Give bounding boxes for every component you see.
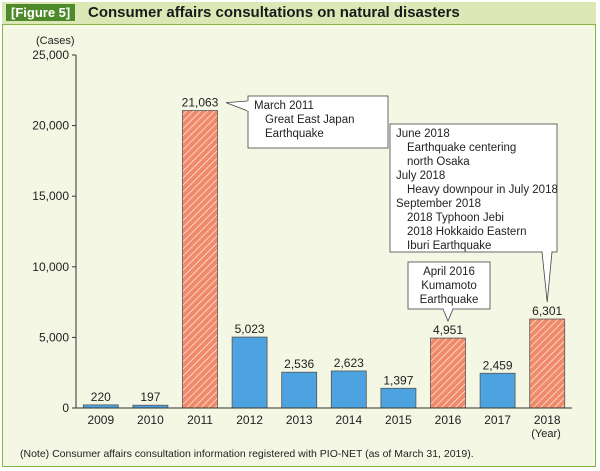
value-label-2009: 220 (91, 390, 111, 404)
annotation-2018: June 2018 Earthquake centering north Osaka… (389, 123, 558, 303)
value-label-2015: 1,397 (383, 373, 413, 387)
x-tick-label-2015: 2015 (385, 413, 412, 427)
value-label-2016: 4,951 (433, 323, 463, 337)
title-bar (2, 2, 596, 25)
x-tick-label-2016: 2016 (435, 413, 462, 427)
callout-line: Kumamoto (421, 280, 477, 292)
x-tick-label-2013: 2013 (286, 413, 313, 427)
bar-2018 (529, 318, 566, 409)
callout-line: Earthquake (420, 294, 479, 306)
y-tick-label: 25,000 (32, 48, 69, 62)
value-label-2017: 2,459 (483, 358, 513, 372)
callout-line: Earthquake (265, 128, 324, 140)
y-tick-label: 0 (62, 401, 69, 415)
value-label-2010: 197 (140, 390, 160, 404)
bar-2015 (380, 387, 417, 409)
callout-line: April 2016 (423, 266, 475, 278)
value-label-2011: 21,063 (182, 96, 219, 110)
callout-line: June 2018 (396, 128, 450, 140)
value-label-2013: 2,536 (284, 357, 314, 371)
figure-title: Consumer affairs consultations on natura… (88, 4, 460, 21)
callout-line: Earthquake centering (407, 142, 516, 154)
bar-2017 (479, 372, 516, 409)
callout-line: 2018 Typhoon Jebi (407, 212, 504, 224)
bar-2013 (281, 371, 318, 409)
x-axis: 2009 2010 2011 2012 2013 2014 2015 2016 2017 2018 (76, 407, 572, 427)
callout-box (407, 261, 491, 310)
x-tick-label-2012: 2012 (236, 413, 263, 427)
callout-line: Great East Japan (265, 114, 355, 126)
bar-2014 (330, 370, 367, 409)
callout-line: Heavy downpour in July 2018 (407, 184, 558, 196)
x-tick-label-2018: 2018 (534, 413, 561, 427)
bar-2012 (231, 336, 268, 409)
value-label-2014: 2,623 (334, 356, 364, 370)
y-tick-label: 5,000 (39, 330, 69, 344)
bar-2016 (430, 337, 466, 409)
callout-pointer (442, 308, 454, 323)
x-tick-label-2017: 2017 (484, 413, 511, 427)
x-tick-label-2011: 2011 (187, 413, 213, 427)
x-tick-label-2010: 2010 (137, 413, 164, 427)
annotation-2011: March 2011 Great East Japan Earthquake (225, 95, 389, 149)
bar-2011 (182, 110, 218, 409)
callout-line: September 2018 (396, 198, 481, 210)
callout-line: July 2018 (396, 170, 445, 182)
x-axis-label: (Year) (531, 428, 561, 440)
value-label-2018: 6,301 (532, 304, 562, 318)
x-tick-label-2009: 2009 (87, 413, 114, 427)
callout-line: north Osaka (407, 156, 470, 168)
x-tick-label-2014: 2014 (335, 413, 362, 427)
figure-label: [Figure 5] (6, 4, 76, 21)
callout-line: 2018 Hokkaido Eastern (407, 226, 527, 238)
y-tick-label: 10,000 (32, 260, 69, 274)
footnote: (Note) Consumer affairs consultation inf… (20, 448, 474, 460)
callout-box (247, 95, 389, 149)
callout-pointer (541, 251, 553, 303)
bars: 220 197 21,063 5,023 2,536 2,623 1,397 4,951 2,4… (82, 96, 566, 409)
y-tick-label: 15,000 (32, 189, 69, 203)
callout-box (389, 123, 558, 253)
value-label-2012: 5,023 (235, 322, 265, 336)
annotation-2016: April 2016 Kumamoto Earthquake (407, 261, 491, 323)
y-tick-label: 20,000 (32, 119, 69, 133)
y-axis: 0 5,000 10,000 15,000 20,000 25,000 (32, 48, 77, 415)
callout-pointer (225, 100, 249, 112)
callout-line: Iburi Earthquake (407, 240, 491, 252)
callout-line: March 2011 (254, 100, 314, 112)
y-axis-label: (Cases) (36, 35, 75, 47)
